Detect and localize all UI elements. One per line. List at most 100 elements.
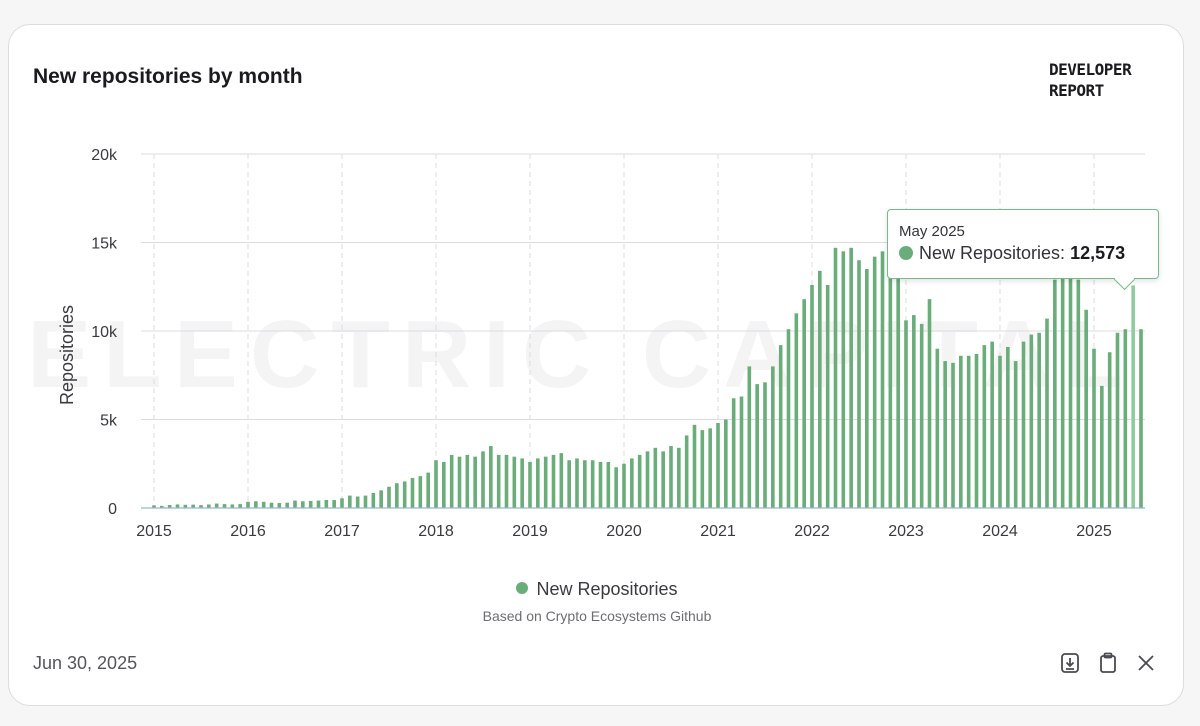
bar (590, 460, 595, 508)
bar (293, 500, 297, 508)
bar (880, 251, 885, 508)
bar (739, 396, 744, 508)
bar (473, 456, 477, 508)
watermark: ELECTRIC CAPITAL (27, 301, 1135, 408)
source-note: Based on Crypto Ecosystems Github (482, 608, 712, 624)
bar (974, 354, 979, 508)
bar (504, 454, 509, 508)
bar (606, 461, 611, 508)
bar (1013, 361, 1018, 508)
bar (1115, 332, 1120, 508)
bar (951, 362, 955, 508)
bar (551, 454, 556, 508)
bar (1045, 318, 1049, 508)
action-bar (1059, 651, 1157, 675)
bar (919, 323, 924, 508)
bar (1006, 346, 1010, 508)
x-tick-label: 2024 (982, 523, 1018, 540)
bar-chart[interactable]: ELECTRIC CAPITAL 0 5k 10k 15k 20k 2015 2016 20… (9, 25, 1185, 565)
chart-legend[interactable]: New Repositories (9, 579, 1185, 600)
bar (285, 502, 289, 508)
bar (340, 498, 344, 508)
bar (966, 355, 971, 508)
bar (512, 456, 517, 508)
x-tick-label: 2021 (700, 523, 736, 540)
bar (575, 458, 579, 508)
bar (410, 477, 415, 508)
bar (183, 504, 188, 508)
bar (348, 495, 352, 508)
bar (982, 345, 987, 508)
x-share-icon[interactable] (1135, 651, 1157, 675)
bar (175, 504, 180, 508)
bar (872, 256, 877, 508)
bar (559, 453, 564, 508)
chart-tooltip: May 2025 New Repositories: 12,573 (887, 209, 1159, 279)
y-tick-label: 5k (100, 413, 118, 430)
bar (449, 454, 454, 508)
x-tick-label: 2016 (230, 523, 266, 540)
brand-line-1: DEVELOPER (1049, 60, 1132, 79)
tooltip-value: 12,573 (1070, 243, 1126, 263)
bar (786, 329, 791, 508)
legend-label: New Repositories (536, 579, 678, 599)
bar (465, 454, 470, 508)
bar (261, 501, 266, 508)
bar (355, 496, 360, 508)
brand-line-2: REPORT (1049, 81, 1104, 100)
clipboard-icon[interactable] (1097, 651, 1119, 675)
bar (731, 398, 736, 508)
bar (230, 504, 235, 508)
bar (1139, 329, 1143, 508)
bar (1029, 334, 1034, 508)
x-tick-label: 2025 (1076, 523, 1112, 540)
chart-card: New repositories by month DEVELOPER REPO… (8, 24, 1184, 706)
bar (700, 430, 705, 508)
bar (677, 447, 681, 508)
bar (896, 269, 900, 508)
bar (716, 423, 720, 508)
bar (1107, 352, 1112, 508)
bar (904, 320, 908, 508)
bar (645, 451, 650, 508)
bar (332, 500, 336, 508)
y-axis-label: Repositories (57, 305, 77, 405)
bar (724, 419, 728, 508)
bar (622, 463, 626, 508)
bar (1037, 332, 1041, 508)
bar (457, 456, 462, 508)
download-icon[interactable] (1059, 651, 1081, 675)
tooltip-series-dot (899, 246, 913, 260)
bar (865, 269, 869, 508)
bar (1060, 265, 1065, 508)
y-tick-label: 20k (91, 147, 118, 164)
x-tick-label: 2015 (136, 523, 172, 540)
bar (167, 504, 172, 508)
bar (536, 458, 540, 508)
bar (927, 299, 932, 508)
tooltip-month: May 2025 (899, 223, 965, 240)
bar (778, 345, 783, 508)
bar (763, 382, 767, 508)
x-tick-label: 2017 (324, 523, 360, 540)
bar (818, 270, 822, 508)
bar (395, 483, 399, 508)
bar (912, 315, 916, 508)
bar (708, 428, 712, 508)
x-tick-label: 2022 (794, 523, 830, 540)
bar (637, 454, 642, 508)
bar (810, 284, 814, 508)
bar (387, 486, 391, 508)
bar (238, 504, 242, 508)
bar (207, 504, 211, 508)
bar (1084, 309, 1088, 508)
y-tick-label: 10k (91, 324, 118, 341)
bar (661, 451, 665, 508)
bar (630, 458, 634, 508)
bar (567, 460, 571, 508)
bar (1123, 329, 1128, 508)
bar (1068, 256, 1073, 508)
bar (802, 299, 806, 508)
bar (1100, 385, 1104, 508)
bar (888, 265, 893, 508)
